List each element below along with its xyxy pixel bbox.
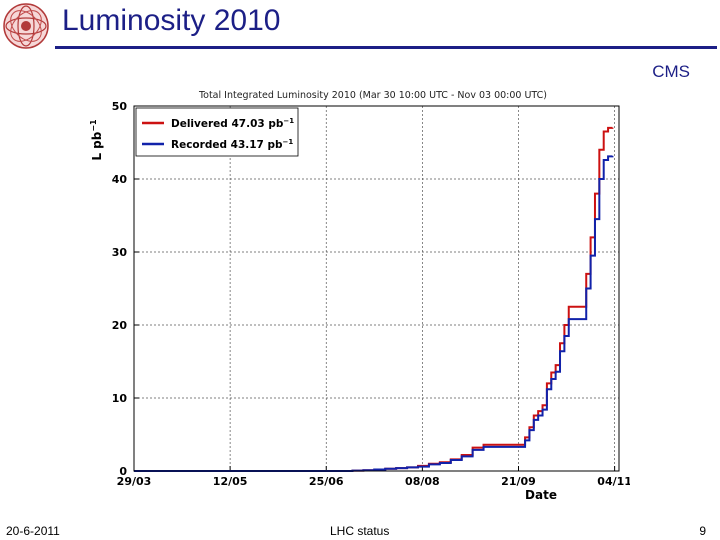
y-axis-label-exponent: −1	[89, 119, 98, 132]
y-tick-label: 50	[112, 100, 128, 113]
footer-title: LHC status	[330, 524, 390, 538]
chart-title: Total Integrated Luminosity 2010 (Mar 30…	[198, 90, 547, 101]
legend: Delivered 47.03 pb−1 Recorded 43.17 pb−1	[135, 107, 299, 157]
x-tick-label: 25/06	[309, 475, 344, 488]
y-tick-label: 20	[112, 319, 128, 332]
slide-title: Luminosity 2010	[62, 4, 281, 37]
series-line-recorded	[134, 155, 614, 472]
y-tick-label: 40	[112, 173, 128, 186]
legend-label-recorded-exponent: −1	[283, 138, 294, 146]
plot-frame	[133, 105, 620, 472]
legend-label-delivered-exponent: −1	[283, 117, 294, 125]
x-tick-labels: 29/03 12/05 25/06 08/08 21/09 04/11	[117, 475, 630, 488]
series-layer	[134, 126, 614, 472]
title-divider	[55, 46, 717, 49]
x-axis-label: Date	[525, 488, 557, 502]
x-tick-label: 04/11	[597, 475, 630, 488]
legend-box	[135, 107, 299, 157]
x-tick-label: 29/03	[117, 475, 152, 488]
x-tick-label: 21/09	[501, 475, 536, 488]
legend-label-delivered-text: Delivered 47.03 pb	[171, 118, 284, 130]
luminosity-chart: Total Integrated Luminosity 2010 (Mar 30…	[89, 90, 630, 502]
experiment-label: CMS	[652, 62, 690, 81]
legend-label-delivered: Delivered 47.03 pb−1	[171, 117, 294, 130]
y-axis-label-text: L pb	[90, 131, 104, 160]
page-number: 9	[699, 524, 706, 538]
legend-label-recorded: Recorded 43.17 pb−1	[171, 138, 293, 151]
series-line-delivered	[134, 126, 614, 472]
y-tick-labels: 0 10 20 30 40 50	[112, 100, 128, 478]
y-tick-label: 10	[112, 392, 128, 405]
cern-logo-icon	[3, 3, 49, 49]
footer-date: 20-6-2011	[6, 524, 60, 538]
x-tick-label: 08/08	[405, 475, 440, 488]
y-tick-label: 30	[112, 246, 128, 259]
legend-label-recorded-text: Recorded 43.17 pb	[171, 139, 283, 151]
grid-layer	[133, 105, 619, 472]
y-tick-label: 0	[119, 465, 127, 478]
x-tick-label: 12/05	[213, 475, 248, 488]
y-axis-label: L pb−1	[89, 119, 104, 161]
